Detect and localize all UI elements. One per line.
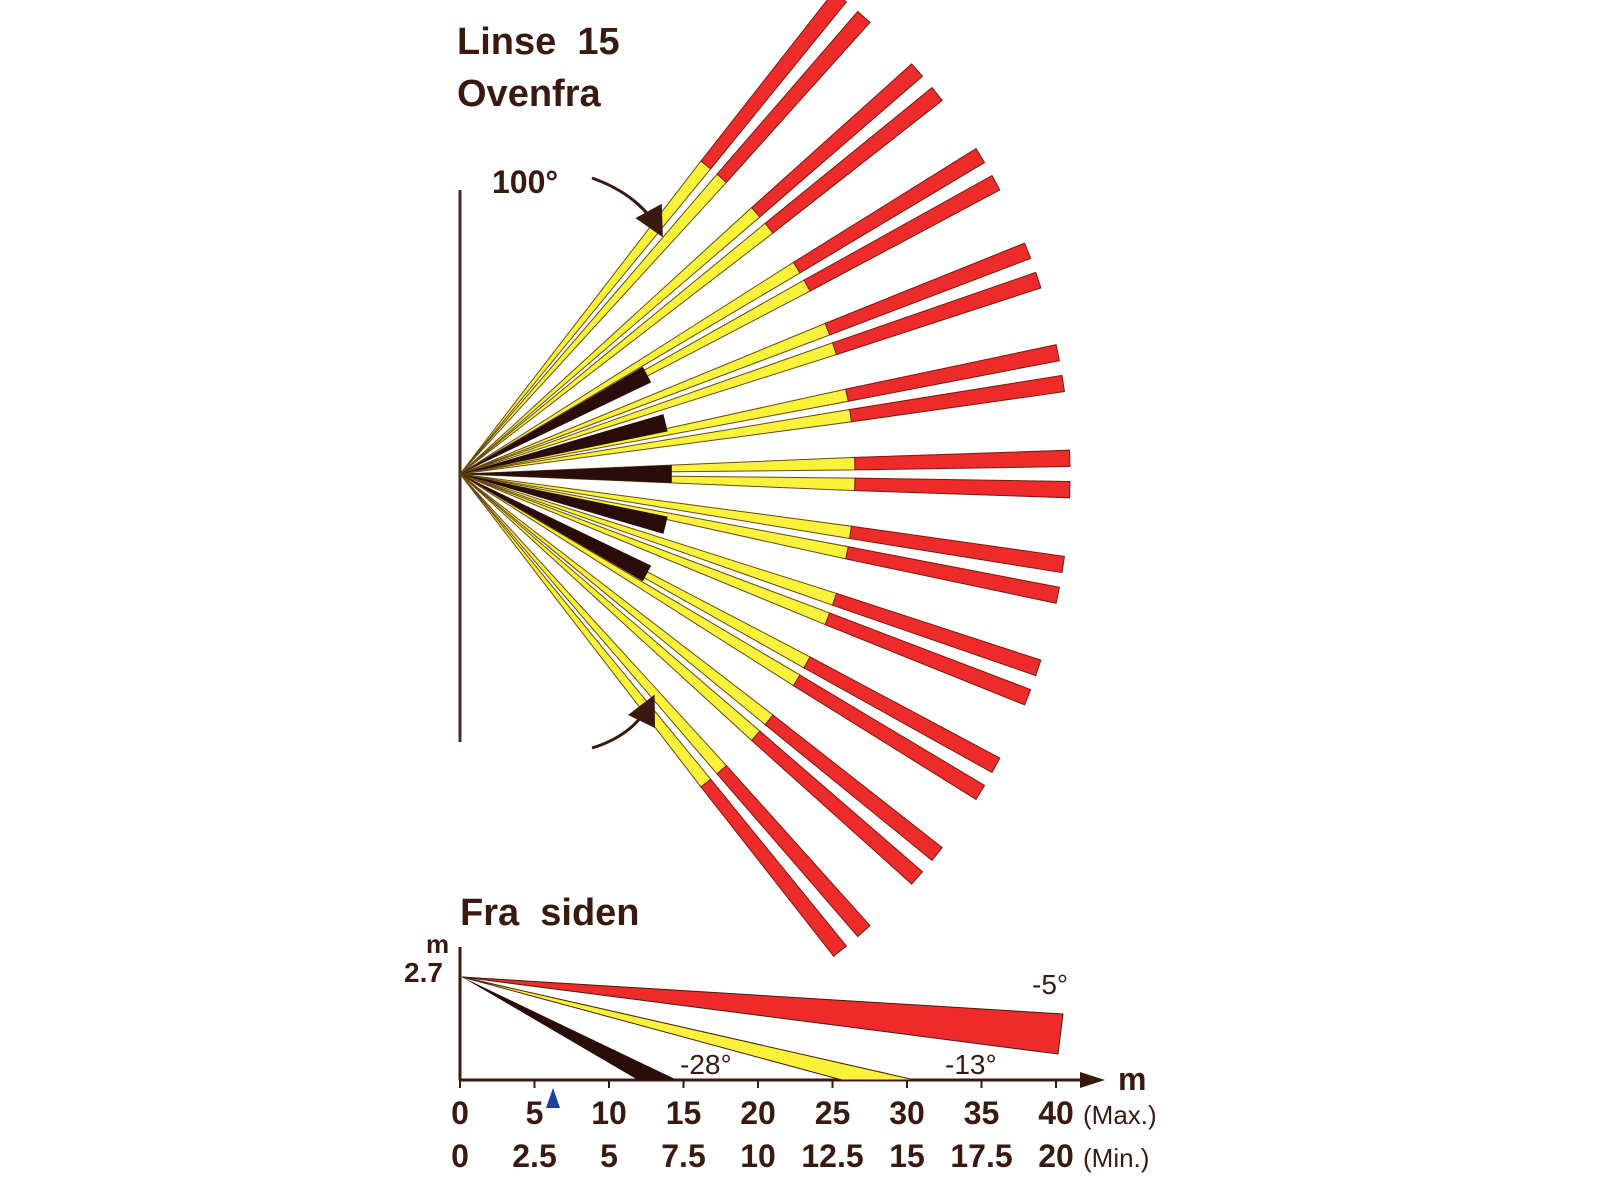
beam-far-lower	[750, 730, 924, 885]
beam-near	[460, 474, 668, 534]
beam-far-lower	[831, 271, 1042, 356]
beam-fan	[459, 0, 1071, 957]
x-tick-label-max: 40	[1038, 1095, 1074, 1131]
x-tick-label-max: 30	[889, 1095, 925, 1131]
side-beam-5deg-label: -5°	[1032, 969, 1068, 1000]
x-tick-label-max: 25	[815, 1095, 851, 1131]
x-axis-arrowhead	[1080, 1072, 1105, 1088]
beam-far-upper	[764, 714, 943, 862]
side-beam-5deg	[461, 976, 1064, 1055]
side-view-title: Fra siden	[460, 892, 640, 934]
beam-far-upper	[831, 592, 1042, 677]
beam-far-lower	[854, 477, 1071, 499]
beam-far-upper	[854, 449, 1071, 471]
beam-far-lower	[824, 612, 1032, 706]
beam-far-upper	[792, 147, 986, 274]
x-axis-ticks-max: 0 5 10 15 20 25 30 35 40	[451, 1080, 1074, 1131]
beam-far-lower	[764, 86, 943, 234]
x-tick-label-max: 10	[591, 1095, 627, 1131]
x-axis-unit: m	[1118, 1061, 1146, 1097]
lower-angle-arrow	[591, 694, 655, 750]
x-tick-label-max: 35	[964, 1095, 1000, 1131]
x-tick-label-max: 0	[451, 1095, 469, 1131]
x-tick-label-min: 10	[740, 1138, 776, 1174]
x-tick-label-min: 17.5	[950, 1138, 1012, 1174]
x-tick-label-min: 20	[1038, 1138, 1074, 1174]
beam-far-upper	[849, 525, 1065, 574]
beam-far-upper	[824, 242, 1032, 336]
x-tick-label-max: 5	[526, 1095, 544, 1131]
beam-far-lower	[849, 374, 1065, 423]
beam-far-lower	[700, 778, 848, 957]
top-view: Linse 15 Ovenfra 100°	[457, 0, 1071, 957]
beam-mid-lower	[459, 473, 831, 626]
min-label: (Min.)	[1083, 1143, 1149, 1173]
x-tick-label-max: 20	[740, 1095, 776, 1131]
beam-far-lower	[792, 674, 986, 801]
top-view-title-line2: Ovenfra	[457, 73, 601, 115]
x-tick-label-min: 2.5	[512, 1138, 556, 1174]
beam-mid-upper	[459, 322, 831, 475]
beam-far-upper	[700, 0, 848, 170]
beam-far-upper	[716, 764, 871, 938]
x-tick-label-min: 12.5	[801, 1138, 863, 1174]
side-beam-28deg-label: -28°	[680, 1049, 732, 1080]
beam-far-upper	[803, 656, 1001, 774]
x-tick-label-min: 7.5	[661, 1138, 705, 1174]
beam-near	[460, 465, 672, 483]
beam-far-lower	[803, 174, 1001, 292]
beam-far-lower	[845, 546, 1060, 604]
x-axis-ticks-min: 0 2.5 5 7.5 10 12.5 15 17.5 20	[451, 1138, 1074, 1174]
side-beam-13deg-label: -13°	[945, 1049, 997, 1080]
beam-far-upper	[750, 63, 924, 218]
top-view-title-line1: Linse 15	[457, 21, 620, 63]
beam-near	[460, 414, 668, 474]
max-label: (Max.)	[1083, 1100, 1157, 1130]
side-view: Fra siden m 2.7 m -5° -13° -28° 0 5 10 15 20…	[404, 892, 1157, 1174]
beam-far-upper	[845, 344, 1060, 402]
upper-angle-arrow	[591, 176, 663, 238]
install-height-marker	[546, 1088, 560, 1108]
x-tick-label-min: 0	[451, 1138, 469, 1174]
beam-far-lower	[716, 10, 871, 184]
side-beam-13deg	[461, 976, 916, 1081]
side-beam-28deg	[462, 977, 677, 1080]
x-tick-label-min: 15	[889, 1138, 925, 1174]
mount-height-label: 2.7	[404, 957, 443, 988]
beam-near	[460, 474, 652, 582]
beam-near	[460, 366, 652, 474]
coverage-angle-label: 100°	[492, 164, 558, 200]
x-tick-label-min: 5	[600, 1138, 618, 1174]
y-axis-unit: m	[426, 929, 449, 959]
x-tick-label-max: 15	[666, 1095, 702, 1131]
